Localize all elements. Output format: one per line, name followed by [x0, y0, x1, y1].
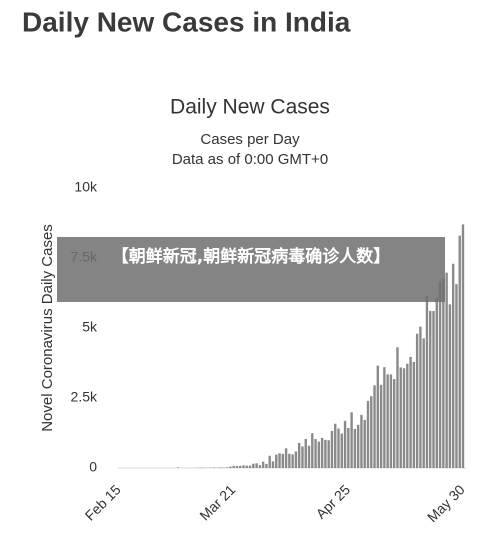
- bar: [370, 396, 373, 468]
- bar: [458, 235, 461, 468]
- bar: [415, 333, 419, 468]
- bar: [248, 465, 252, 468]
- bar: [455, 284, 458, 468]
- bar: [396, 347, 399, 468]
- bar: [304, 439, 307, 468]
- bar: [409, 356, 412, 468]
- bar: [324, 439, 327, 468]
- bar: [176, 467, 180, 468]
- bar: [350, 412, 353, 468]
- bar: [379, 384, 383, 468]
- bar: [281, 453, 285, 468]
- bar: [242, 465, 245, 468]
- chart-title: Daily New Cases: [170, 96, 330, 119]
- bar: [343, 420, 347, 468]
- bar: [239, 465, 242, 468]
- bar: [225, 467, 229, 468]
- bar: [291, 454, 294, 468]
- x-tick-label: Feb 15: [82, 481, 124, 523]
- bar: [261, 461, 265, 468]
- bar: [366, 400, 370, 468]
- bar: [252, 463, 255, 468]
- bar: [278, 453, 281, 468]
- bar: [284, 448, 288, 468]
- y-axis-label: Novel Coronavirus Daily Cases: [39, 224, 56, 432]
- bar: [353, 428, 357, 468]
- bar: [422, 338, 425, 468]
- bar: [356, 424, 360, 468]
- chart-subtitle: Cases per Day: [200, 131, 300, 148]
- chart-note: Data as of 0:00 GMT+0: [172, 151, 328, 168]
- bar: [334, 423, 337, 468]
- bar: [435, 297, 438, 468]
- bar: [297, 442, 301, 468]
- bar: [245, 465, 248, 468]
- bar: [451, 263, 455, 468]
- bar: [429, 310, 432, 468]
- page-title: Daily New Cases in India: [22, 6, 351, 37]
- x-tick-label: Apr 25: [313, 481, 354, 522]
- bar: [288, 453, 291, 468]
- bar: [389, 374, 393, 468]
- bar: [294, 451, 298, 468]
- bar: [432, 310, 435, 468]
- x-tick-label: Mar 21: [196, 481, 238, 523]
- x-tick-label: May 30: [424, 481, 468, 525]
- bar: [229, 466, 232, 468]
- bar: [320, 437, 324, 468]
- bar: [311, 433, 314, 468]
- bar: [376, 365, 380, 468]
- bar: [219, 467, 222, 468]
- bar: [373, 385, 376, 468]
- bar: [258, 465, 262, 468]
- bar: [232, 465, 235, 468]
- bar: [275, 454, 278, 468]
- bar: [442, 278, 445, 468]
- y-tick-label: 10k: [74, 179, 98, 195]
- bar: [412, 361, 416, 468]
- bar: [363, 419, 366, 468]
- bar: [271, 461, 275, 468]
- bar: [265, 463, 268, 468]
- bar: [340, 433, 343, 468]
- bar: [360, 414, 363, 468]
- bar: [393, 379, 396, 468]
- bar: [347, 427, 350, 468]
- bar: [330, 430, 334, 468]
- bar: [445, 272, 448, 468]
- bar: [419, 326, 422, 468]
- bar: [399, 367, 402, 468]
- bar: [337, 428, 340, 468]
- bar: [406, 363, 409, 468]
- bar: [327, 440, 330, 468]
- bar: [402, 368, 406, 468]
- bar: [425, 295, 429, 468]
- bar: [438, 281, 442, 468]
- bar: [386, 374, 389, 468]
- bar: [268, 455, 271, 468]
- bar: [307, 445, 311, 468]
- bar: [301, 446, 304, 468]
- bar: [255, 463, 258, 468]
- y-tick-label: 0: [89, 459, 97, 475]
- overlay-banner: 【朝鲜新冠,朝鲜新冠病毒确诊人数】: [57, 237, 445, 302]
- bar: [383, 367, 386, 468]
- y-tick-label: 5k: [82, 319, 98, 335]
- bar: [448, 304, 452, 468]
- y-tick-label: 2.5k: [71, 389, 98, 405]
- bar: [235, 465, 239, 468]
- bar: [314, 439, 317, 468]
- bar: [461, 224, 465, 468]
- bar: [317, 441, 321, 468]
